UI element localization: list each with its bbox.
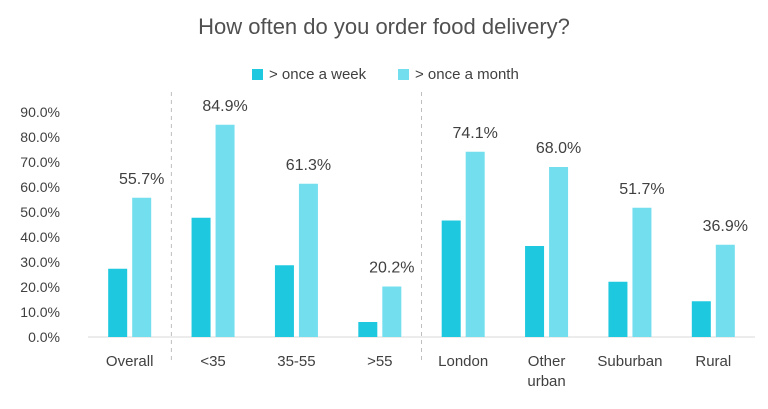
- x-category-label: London: [438, 353, 488, 370]
- legend-item-weekly: > once a week: [252, 66, 366, 83]
- bar-monthly-3: [382, 286, 402, 337]
- y-tick-label: 20.0%: [20, 279, 60, 295]
- legend: > once a week > once a month: [0, 66, 768, 86]
- data-label: 36.9%: [703, 218, 748, 235]
- bar-weekly-1: [191, 217, 211, 337]
- legend-swatch-monthly: [398, 69, 409, 80]
- x-category-label: Other: [528, 353, 566, 370]
- data-label: 61.3%: [286, 157, 331, 174]
- bar-monthly-7: [715, 244, 735, 337]
- x-category-label: Suburban: [597, 353, 662, 370]
- y-tick-label: 0.0%: [28, 329, 60, 345]
- bar-monthly-0: [132, 197, 152, 337]
- legend-item-monthly: > once a month: [398, 66, 519, 83]
- bar-weekly-4: [441, 220, 461, 337]
- x-category-label: <35: [200, 353, 225, 370]
- bar-monthly-1: [215, 124, 235, 337]
- x-category-label: Overall: [106, 353, 154, 370]
- bar-weekly-0: [108, 268, 128, 337]
- y-tick-label: 70.0%: [20, 154, 60, 170]
- bar-weekly-7: [691, 301, 711, 337]
- bar-monthly-2: [298, 183, 318, 337]
- y-tick-label: 90.0%: [20, 104, 60, 120]
- y-tick-label: 40.0%: [20, 229, 60, 245]
- y-tick-label: 80.0%: [20, 129, 60, 145]
- x-category-label: Rural: [695, 353, 731, 370]
- bar-monthly-5: [549, 167, 569, 337]
- data-label: 55.7%: [119, 171, 164, 188]
- bar-weekly-2: [274, 265, 294, 337]
- y-tick-label: 10.0%: [20, 304, 60, 320]
- data-label: 51.7%: [619, 181, 664, 198]
- y-tick-label: 50.0%: [20, 204, 60, 220]
- data-label: 84.9%: [202, 98, 247, 115]
- bar-weekly-5: [525, 246, 545, 337]
- bar-weekly-6: [608, 281, 628, 337]
- x-category-label: urban: [527, 373, 565, 390]
- data-label: 68.0%: [536, 140, 581, 157]
- chart-title: How often do you order food delivery?: [198, 14, 570, 39]
- bar-weekly-3: [358, 322, 378, 337]
- data-label: 74.1%: [453, 125, 498, 142]
- x-category-label: 35-55: [277, 353, 315, 370]
- data-label: 20.2%: [369, 260, 414, 277]
- bar-monthly-4: [465, 151, 485, 337]
- legend-label-weekly: > once a week: [269, 66, 367, 83]
- legend-swatch-weekly: [252, 69, 263, 80]
- y-tick-label: 60.0%: [20, 179, 60, 195]
- y-tick-label: 30.0%: [20, 254, 60, 270]
- x-category-label: >55: [367, 353, 392, 370]
- legend-label-monthly: > once a month: [415, 66, 519, 83]
- bar-monthly-6: [632, 207, 652, 337]
